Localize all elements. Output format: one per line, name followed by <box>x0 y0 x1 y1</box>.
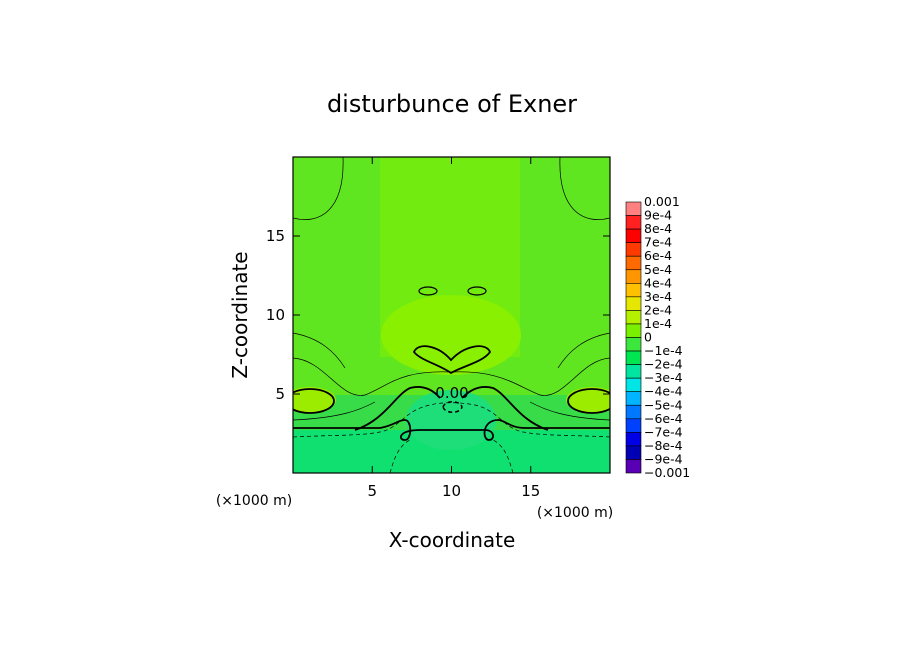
colorbar-label: 8e-4 <box>644 221 672 236</box>
y-tick-label: 10 <box>266 306 285 324</box>
colorbar-label: 4e-4 <box>644 275 672 290</box>
colorbar-labels: 0.0019e-48e-47e-46e-45e-44e-43e-42e-41e-… <box>644 194 690 480</box>
colorbar-cell <box>625 323 642 338</box>
colorbar-cell <box>625 282 642 298</box>
colorbar-label: −5e-4 <box>644 397 683 412</box>
field-center-positive <box>381 295 521 375</box>
colorbar-label: 1e-4 <box>644 316 672 331</box>
colorbar-cell <box>625 255 642 271</box>
contour-upper-left <box>293 157 344 220</box>
colorbar-cell <box>625 459 642 474</box>
contour-mid-left <box>293 332 346 369</box>
contour-baseline-thin <box>293 401 610 421</box>
contour-small-right <box>467 286 487 296</box>
contour-upper-right <box>559 157 610 220</box>
contour-negative-dashed-2 <box>389 439 514 473</box>
contour-right-lobe <box>567 388 610 414</box>
colorbar-label: −8e-4 <box>644 438 683 453</box>
colorbar-cell <box>625 404 642 420</box>
x-unit-label: (×1000 m) <box>537 505 613 521</box>
x-tick-label: 10 <box>442 482 461 500</box>
colorbar-cell <box>625 242 642 257</box>
contour-zero-right <box>461 386 549 431</box>
colorbar-cell <box>625 269 642 284</box>
colorbar-cell <box>625 296 642 311</box>
colorbar-cell <box>625 391 642 406</box>
y-ticks: 5 10 15 <box>266 227 610 403</box>
colorbar-cell <box>625 418 642 433</box>
colorbar-label: −0.001 <box>644 465 690 480</box>
x-tick-label: 5 <box>367 482 377 500</box>
contour-value-label: 0.00 <box>435 384 468 402</box>
z-unit-label: (×1000 m) <box>216 493 292 509</box>
colorbar-label: −6e-4 <box>644 411 683 426</box>
contour-zero-left <box>354 386 441 431</box>
y-tick-label: 15 <box>266 227 285 245</box>
colorbar-cell <box>625 201 642 216</box>
colorbar-label: 0 <box>644 330 652 345</box>
chart-title: disturbunce of Exner <box>327 90 577 118</box>
contour-butterfly <box>412 345 492 375</box>
contour-negative-dashed <box>293 402 610 438</box>
y-axis-label: Z-coordinate <box>228 251 252 378</box>
field-right-positive <box>566 387 610 413</box>
colorbar-label: −7e-4 <box>644 424 683 439</box>
colorbar-label: 7e-4 <box>644 235 672 250</box>
y-tick-label: 5 <box>275 385 285 403</box>
contour-left-lobe <box>293 388 335 414</box>
plot-area: 0.00 <box>293 157 610 473</box>
colorbar-cell <box>625 432 642 447</box>
colorbar-label: −3e-4 <box>644 370 683 385</box>
colorbar-label: 3e-4 <box>644 289 672 304</box>
x-axis-label: X-coordinate <box>389 528 516 552</box>
contour-mid-right <box>557 332 610 369</box>
colorbar-label: 6e-4 <box>644 248 672 263</box>
colorbar-cell <box>625 228 642 243</box>
colorbar-label: −9e-4 <box>644 451 683 466</box>
colorbar-cell <box>625 215 642 230</box>
colorbar-cell <box>625 364 642 379</box>
colorbar-label: 5e-4 <box>644 262 672 277</box>
colorbar <box>625 201 642 474</box>
colorbar-label: 9e-4 <box>644 208 672 223</box>
field-left-positive <box>293 387 336 413</box>
colorbar-cell <box>625 445 642 460</box>
contour-wide-thin <box>293 357 610 396</box>
contour-baseline-thick <box>293 419 610 441</box>
contour-small-left <box>418 286 438 296</box>
colorbar-label: 2e-4 <box>644 302 672 317</box>
x-tick-label: 15 <box>521 482 540 500</box>
colorbar-cell <box>625 350 642 365</box>
colorbar-label: −4e-4 <box>644 384 683 399</box>
colorbar-label: 0.001 <box>644 194 680 209</box>
colorbar-cell <box>625 337 642 352</box>
contour-center-dashed <box>442 401 463 413</box>
colorbar-label: −1e-4 <box>644 343 683 358</box>
x-ticks: 5 10 15 <box>367 157 540 500</box>
colorbar-cell <box>625 377 642 392</box>
colorbar-cell <box>625 310 642 325</box>
colorbar-label: −2e-4 <box>644 357 683 372</box>
